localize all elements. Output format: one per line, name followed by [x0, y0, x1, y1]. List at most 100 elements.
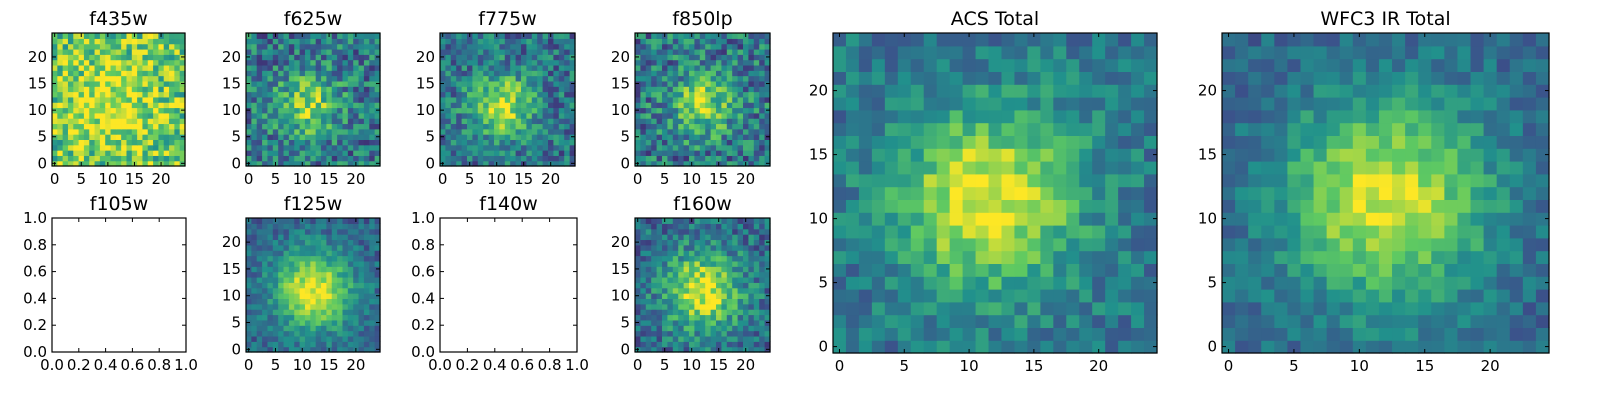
heatmap-cell [83, 155, 90, 162]
heatmap-cell [246, 330, 252, 337]
heatmap-cell [1144, 250, 1158, 264]
heatmap-cell [472, 134, 479, 140]
heatmap-cell [326, 70, 333, 77]
heatmap-cell [705, 80, 712, 87]
heatmap-cell [672, 346, 679, 353]
heatmap-cell [294, 298, 301, 305]
heatmap-cell [158, 123, 165, 130]
heatmap-cell [499, 102, 506, 109]
heatmap-cell [278, 128, 285, 135]
heatmap-cell [845, 122, 860, 136]
heatmap-cell [759, 150, 766, 156]
heatmap-cell [147, 128, 154, 135]
heatmap-cell [705, 123, 712, 130]
heatmap-cell [705, 128, 712, 135]
heatmap-cell [569, 118, 576, 125]
heatmap-cell [640, 128, 647, 135]
heatmap-cell [732, 330, 739, 337]
heatmap-cell [494, 80, 500, 87]
heatmap-cell [1522, 327, 1537, 341]
heatmap-cell [272, 319, 279, 326]
heatmap-cell [897, 173, 912, 188]
heatmap-cell [651, 314, 658, 321]
heatmap-cell [121, 48, 128, 55]
heatmap-cell [1535, 263, 1550, 277]
heatmap-cell [78, 118, 85, 125]
heatmap-cell [105, 107, 112, 114]
heatmap-cell [531, 112, 538, 119]
heatmap-cell [153, 86, 159, 93]
heatmap-cell [363, 128, 370, 135]
heatmap-cell [89, 139, 96, 146]
heatmap-cell [678, 314, 685, 321]
heatmap-cell [315, 144, 322, 151]
heatmap-cell [716, 86, 722, 93]
heatmap-cell [321, 309, 327, 316]
heatmap-cell [1535, 340, 1550, 354]
heatmap-cell [347, 107, 354, 114]
heatmap-cell [858, 327, 873, 341]
heatmap-cell [645, 112, 652, 119]
heatmap-cell [699, 150, 706, 156]
heatmap-cell [110, 86, 117, 93]
heatmap-cell [105, 70, 112, 77]
heatmap-cell [569, 102, 576, 109]
heatmap-cell [515, 112, 522, 119]
heatmap-cell [321, 255, 327, 262]
heatmap-cell [640, 43, 647, 50]
heatmap-cell [558, 54, 565, 61]
heatmap-cell [358, 276, 365, 283]
heatmap-cell [521, 118, 527, 125]
heatmap-cell [1066, 327, 1080, 341]
heatmap-cell [1040, 340, 1054, 354]
heatmap-cell [672, 244, 679, 251]
heatmap-cell [288, 244, 295, 251]
heatmap-cell [83, 123, 90, 130]
heatmap-cell [374, 128, 381, 135]
heatmap-cell [337, 123, 344, 130]
heatmap-cell [369, 250, 376, 257]
x-tick-label: 0 [835, 357, 845, 375]
heatmap-cell [337, 59, 344, 66]
heatmap-cell [949, 148, 964, 162]
heatmap-cell [331, 228, 338, 235]
heatmap-cell [1131, 314, 1145, 328]
heatmap-cell [304, 123, 311, 130]
heatmap-cell [337, 96, 344, 103]
heatmap-cell [521, 150, 527, 156]
heatmap-cell [262, 102, 269, 109]
heatmap-cell [477, 33, 484, 39]
heatmap-cell [374, 223, 381, 230]
heatmap-cell [62, 139, 69, 146]
heatmap-cell [759, 346, 766, 353]
heatmap-cell [662, 75, 668, 82]
heatmap-cell [179, 38, 186, 45]
heatmap-cell [962, 148, 977, 162]
heatmap-cell [651, 70, 658, 77]
heatmap-cell [716, 91, 722, 98]
heatmap-cell [975, 314, 990, 328]
heatmap-cell [288, 86, 295, 93]
heatmap-cell [1365, 250, 1380, 264]
heatmap-cell [683, 260, 690, 267]
heatmap-cell [294, 96, 301, 103]
heatmap-cell [358, 255, 365, 262]
heatmap-cell [656, 43, 663, 50]
heatmap-cell [923, 340, 938, 354]
heatmap-cell [705, 33, 712, 39]
heatmap-cell [321, 319, 327, 326]
heatmap-cell [949, 199, 964, 213]
heatmap-cell [331, 54, 338, 61]
heatmap-cell [910, 212, 925, 226]
heatmap-cell [52, 59, 58, 66]
y-tick-label: 0 [231, 340, 241, 358]
heatmap-cell [759, 118, 766, 125]
heatmap-cell [153, 112, 159, 119]
heatmap-cell [672, 91, 679, 98]
heatmap-cell [483, 59, 490, 66]
heatmap-cell [374, 112, 381, 119]
heatmap-cell [1066, 263, 1080, 277]
heatmap-cell [105, 123, 112, 130]
heatmap-cell [347, 325, 354, 332]
heatmap-cell [510, 38, 517, 45]
